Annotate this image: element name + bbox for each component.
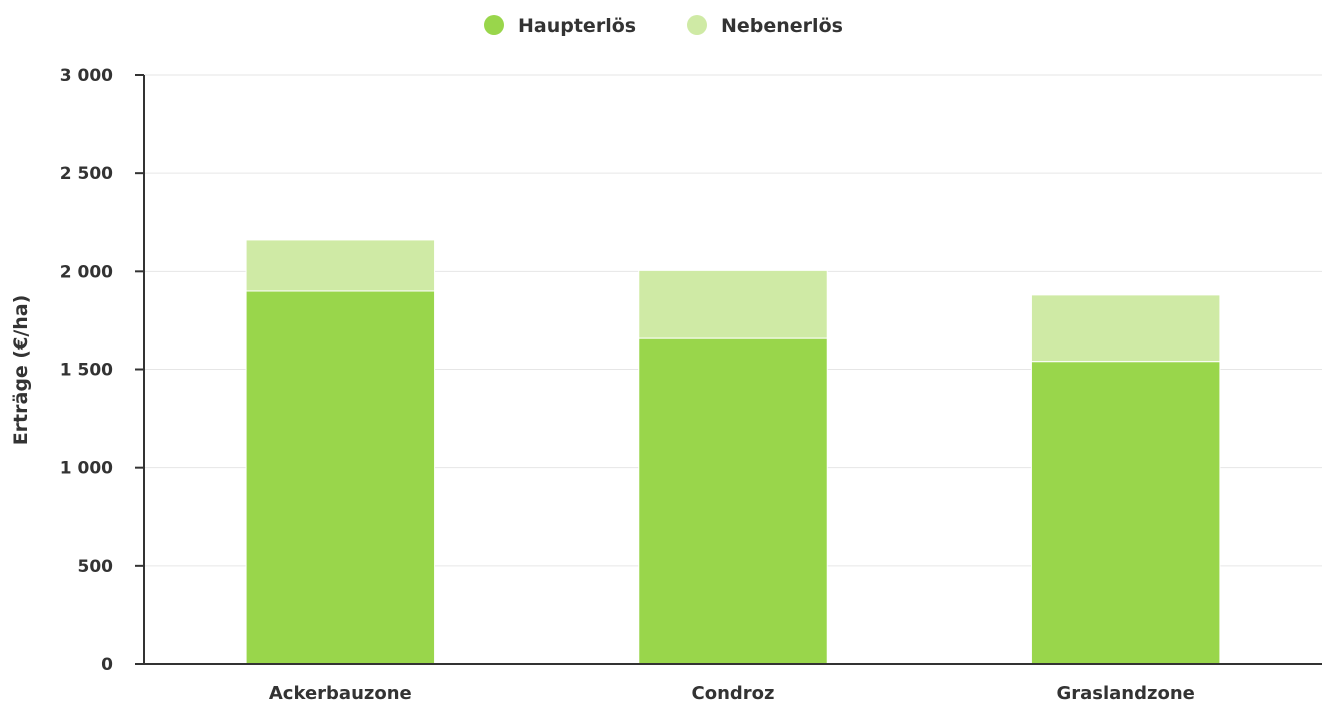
- legend-item-haupterloes[interactable]: Haupterlös: [484, 15, 636, 37]
- legend-marker-nebenerloes: [687, 15, 707, 35]
- bar-nebenerloes[interactable]: [1030, 294, 1221, 363]
- legend: Haupterlös Nebenerlös: [484, 15, 843, 37]
- legend-item-nebenerloes[interactable]: Nebenerlös: [687, 15, 843, 37]
- y-tick-label: 1 000: [60, 459, 113, 479]
- x-tick-label: Condroz: [692, 683, 775, 704]
- y-tick-label: 1 500: [60, 361, 113, 381]
- legend-label-haupterloes: Haupterlös: [518, 15, 636, 37]
- y-axis-title: Erträge (€/ha): [10, 295, 32, 446]
- legend-marker-haupterloes: [484, 15, 504, 35]
- legend-label-nebenerloes: Nebenerlös: [721, 15, 843, 37]
- y-tick-label: 0: [101, 655, 113, 675]
- x-axis-labels: Ackerbauzone Condroz Graslandzone: [269, 683, 1195, 704]
- y-tick-label: 3 000: [60, 66, 113, 86]
- bar-haupterloes[interactable]: [1030, 361, 1221, 665]
- y-axis-ticks: 0 500 1 000 1 500 2 000 2 500 3 000: [60, 66, 144, 675]
- x-tick-label: Graslandzone: [1056, 683, 1194, 704]
- x-tick-label: Ackerbauzone: [269, 683, 412, 704]
- bar-haupterloes[interactable]: [638, 337, 828, 665]
- bar-nebenerloes[interactable]: [638, 269, 828, 339]
- y-tick-label: 2 000: [60, 262, 113, 282]
- y-tick-label: 500: [78, 557, 114, 577]
- bar-nebenerloes[interactable]: [245, 239, 436, 292]
- bars: [245, 239, 1221, 665]
- y-tick-label: 2 500: [60, 164, 113, 184]
- bar-haupterloes[interactable]: [245, 290, 436, 665]
